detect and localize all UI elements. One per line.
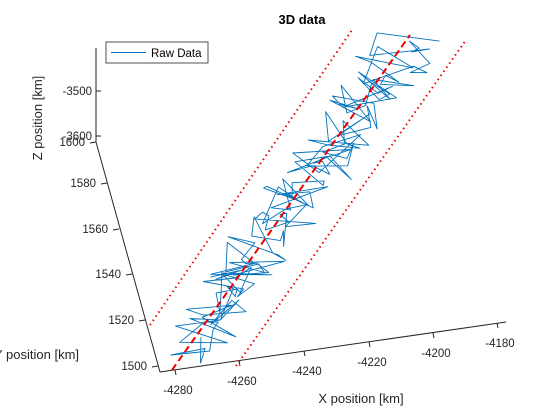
- x-tick-mark: [368, 341, 371, 348]
- x-tick-mark: [174, 369, 177, 376]
- legend-box: [105, 41, 209, 64]
- axis-ticks: [89, 90, 499, 376]
- x-axis-line: [159, 321, 507, 373]
- tick-labels: -4280 -4260 -4240 -4220 -4200 -4180 1500 1520 15…: [59, 86, 514, 397]
- raw-data-series: [170, 32, 440, 364]
- y-tick-mark: [125, 273, 133, 276]
- y-axis-line: [95, 141, 161, 373]
- y-tick-label: 1540: [95, 269, 121, 281]
- x-tick-mark: [303, 350, 306, 357]
- y-tick-mark: [100, 182, 108, 185]
- y-tick-mark: [112, 228, 120, 231]
- x-tick-label: -4220: [357, 357, 386, 369]
- upper-bound-line: [149, 29, 353, 326]
- y-tick-label: 1580: [70, 178, 96, 190]
- z-tick-label: -3500: [63, 86, 92, 98]
- x-tick-mark: [496, 322, 499, 329]
- chart-title: 3D data: [279, 12, 327, 27]
- y-tick-mark: [151, 365, 159, 368]
- raw-data-line: [170, 32, 440, 364]
- y-tick-label: 1560: [82, 224, 108, 236]
- x-axis-label: X position [km]: [318, 391, 403, 406]
- y-axis-label: Y position [km]: [0, 347, 79, 362]
- x-tick-label: -4180: [485, 338, 514, 350]
- x-tick-label: -4260: [227, 376, 256, 388]
- x-tick-label: -4280: [163, 385, 192, 397]
- legend: Raw Data: [105, 41, 209, 64]
- lower-bound-line: [235, 39, 467, 367]
- y-tick-label: 1500: [121, 361, 147, 373]
- y-tick-mark: [138, 319, 146, 322]
- z-tick-label: -3600: [63, 131, 92, 143]
- y-tick-label: 1520: [108, 315, 134, 327]
- fit-lines: [149, 29, 467, 371]
- z-axis-label: Z position [km]: [30, 76, 45, 161]
- fit-line: [171, 34, 411, 371]
- legend-entry-raw-data: Raw Data: [151, 48, 202, 60]
- y-tick-mark: [89, 141, 97, 144]
- y-tick-label: 1600: [59, 137, 85, 149]
- x-tick-label: -4200: [421, 348, 450, 360]
- x-tick-mark: [432, 332, 435, 339]
- x-tick-label: -4240: [292, 366, 321, 378]
